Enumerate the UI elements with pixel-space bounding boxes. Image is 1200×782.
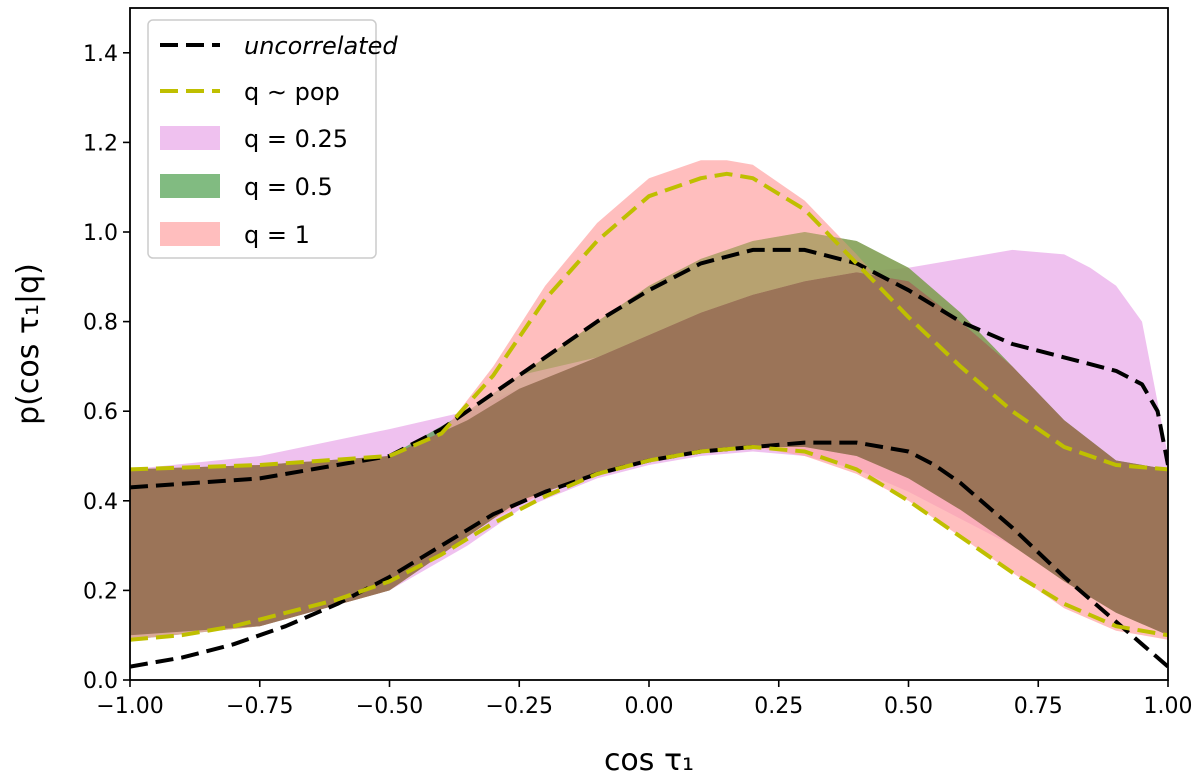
x-axis-ticks: −1.00 −0.75 −0.50 −0.25 0.00 0.25 0.50 0.75 1.00	[96, 680, 1192, 719]
legend-label-uncorrelated: uncorrelated	[244, 32, 398, 60]
band-olive-overlap	[519, 232, 1013, 376]
legend-label-q-0-5: q = 0.5	[244, 173, 333, 201]
y-tick-label: 1.2	[83, 131, 118, 156]
legend-swatch-q-0-5	[160, 174, 220, 198]
y-tick-label: 1.4	[83, 42, 118, 67]
legend-swatch-q-1	[160, 222, 220, 246]
x-tick-label: 0.00	[625, 694, 674, 719]
y-tick-label: 0.4	[83, 490, 118, 515]
band-overlap	[130, 272, 1168, 636]
y-tick-label: 0.8	[83, 311, 118, 336]
x-tick-label: 0.25	[754, 694, 803, 719]
bands-layer	[130, 160, 1168, 640]
x-axis-label: cos τ₁	[604, 743, 694, 778]
y-axis-label: p(cos τ₁|q)	[11, 263, 46, 425]
x-tick-label: 1.00	[1144, 694, 1193, 719]
legend-label-q-1: q = 1	[244, 221, 310, 249]
x-tick-label: −0.25	[486, 694, 553, 719]
y-tick-label: 0.0	[83, 669, 118, 694]
legend-box	[147, 19, 377, 259]
legend: uncorrelated q ∼ pop q = 0.25 q = 0.5 q = 1	[147, 19, 398, 259]
legend-label-q-0-25: q = 0.25	[244, 125, 348, 153]
y-axis-ticks: 0.0 0.2 0.4 0.6 0.8 1.0 1.2 1.4	[83, 42, 130, 694]
series-uncorrelated-upper	[130, 247, 1168, 490]
x-tick-label: −1.00	[96, 694, 163, 719]
y-tick-label: 0.6	[83, 400, 118, 425]
x-tick-label: −0.50	[356, 694, 423, 719]
series-q-pop-lower	[130, 445, 1168, 642]
x-tick-label: 0.50	[884, 694, 933, 719]
x-tick-label: 0.75	[1014, 694, 1063, 719]
x-tick-label: −0.75	[226, 694, 293, 719]
legend-label-q-pop: q ∼ pop	[244, 78, 340, 106]
lines-layer	[130, 171, 1168, 669]
y-tick-label: 1.0	[83, 221, 118, 246]
series-q-pop-upper	[130, 171, 1168, 472]
y-tick-label: 0.2	[83, 579, 118, 604]
legend-swatch-q-0-25	[160, 126, 220, 150]
